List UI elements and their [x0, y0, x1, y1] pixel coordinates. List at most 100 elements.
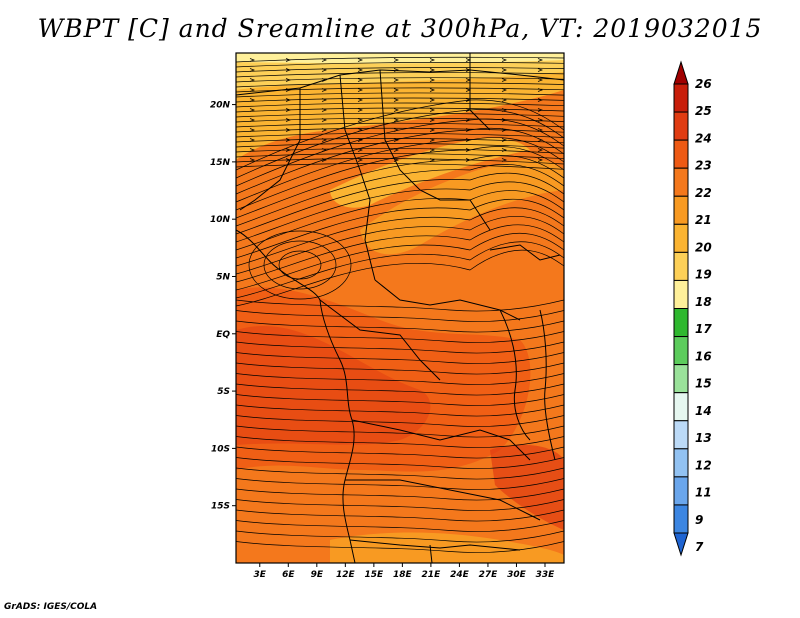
- streamline-north: [236, 97, 564, 103]
- streamline-arrow: [249, 58, 255, 62]
- streamline-mid: [236, 146, 564, 211]
- streamline-arrow: [501, 88, 507, 92]
- lon-tick-label: 24E: [450, 570, 470, 580]
- colorbar-label: 26: [695, 77, 712, 91]
- streamline-arrow: [321, 118, 327, 122]
- streamline-north: [236, 56, 564, 63]
- lon-tick-label: 33E: [536, 570, 556, 580]
- streamline-arrow: [249, 118, 255, 122]
- colorbar-segment: [673, 308, 689, 338]
- lon-tick-label: 21E: [422, 570, 442, 580]
- streamline-arrow: [429, 118, 435, 122]
- streamline-arrow: [537, 158, 543, 162]
- streamline-vortex: [248, 230, 352, 300]
- colorbar-label: 14: [695, 404, 712, 418]
- streamline-arrow: [357, 78, 363, 82]
- lon-tick-label: 27E: [479, 570, 499, 580]
- streamline-arrow: [357, 158, 363, 162]
- streamline-arrow: [465, 148, 471, 152]
- country-borders: [236, 53, 564, 563]
- streamline-south: [236, 394, 564, 406]
- lat-tick-label: 5N: [216, 272, 230, 282]
- streamline-arrow: [537, 138, 543, 142]
- streamline-arrow: [501, 68, 507, 72]
- streamline-arrow: [429, 148, 435, 152]
- streamline-north: [236, 137, 564, 144]
- streamline-arrow: [429, 108, 435, 112]
- colorbar-segment: [673, 420, 689, 450]
- colorbar-segment: [673, 195, 689, 225]
- streamline-arrow: [465, 138, 471, 142]
- colorbar-segment: [673, 448, 689, 478]
- streamline-south: [236, 352, 564, 364]
- colorbar-segment: [673, 504, 689, 534]
- lat-tick-label: 5S: [217, 387, 230, 397]
- streamline-north: [236, 117, 564, 123]
- colorbar-label: 17: [695, 322, 712, 336]
- shade-equatorial-dark: [236, 325, 431, 445]
- streamline-north: [236, 153, 564, 160]
- colorbar-segment: [673, 279, 689, 309]
- streamline-mid: [236, 215, 564, 275]
- colorbar-segment: [673, 476, 689, 506]
- latitude-axis: 20N 15N 10N 5N EQ 5S 10S 15S: [210, 101, 236, 512]
- map-frame: [235, 52, 565, 564]
- shade-southeast: [490, 444, 564, 530]
- streamline-north: [236, 158, 564, 165]
- streamline-arrow: [357, 148, 363, 152]
- streamline-arrow: [501, 108, 507, 112]
- colorbar-segment: [673, 139, 689, 169]
- streamline-arrow: [429, 158, 435, 162]
- lat-tick-label: EQ: [216, 330, 230, 340]
- streamline-arrow: [537, 78, 543, 82]
- streamline-arrow: [537, 88, 543, 92]
- streamline-arrow: [285, 128, 291, 132]
- colorbar-segment: [673, 392, 689, 422]
- streamline-arrow: [393, 128, 399, 132]
- streamline-south: [236, 383, 564, 396]
- streamline-arrow: [285, 98, 291, 102]
- streamline-arrow: [285, 58, 291, 62]
- streamline-south: [236, 530, 564, 543]
- streamline-arrow: [393, 98, 399, 102]
- colorbar-label: 15: [695, 377, 712, 391]
- lat-tick-label: 15S: [211, 502, 230, 512]
- shade-diag-tongue: [360, 159, 564, 255]
- colorbar-label: 25: [695, 104, 712, 118]
- streamline-arrow: [429, 88, 435, 92]
- streamline-north: [236, 61, 564, 68]
- colorbar-segment: [673, 83, 689, 113]
- streamline-south: [236, 520, 564, 532]
- streamline-mid: [236, 198, 564, 259]
- lat-tick-label: 10N: [210, 215, 231, 225]
- streamline-arrow: [321, 98, 327, 102]
- streamline-arrow: [501, 118, 507, 122]
- streamline-arrow: [537, 98, 543, 102]
- streamline-north: [236, 127, 564, 133]
- colorbar-label: 19: [695, 268, 712, 282]
- streamline-arrow: [537, 118, 543, 122]
- lon-tick-label: 9E: [311, 570, 324, 580]
- streamline-south: [236, 404, 564, 417]
- colorbar-segment: [673, 336, 689, 366]
- lon-tick-label: 18E: [393, 570, 413, 580]
- streamline-arrow: [321, 58, 327, 62]
- grads-credit: GrADS: IGES/COLA: [4, 602, 98, 612]
- colorbar-segment: [673, 223, 689, 253]
- streamline-north: [236, 67, 564, 73]
- colorbar-label: 18: [695, 295, 712, 309]
- streamline-arrow: [393, 108, 399, 112]
- streamline-arrow: [465, 128, 471, 132]
- streamline-arrow: [393, 58, 399, 62]
- streamline-arrow: [249, 68, 255, 72]
- streamline-arrow: [393, 148, 399, 152]
- streamline-north: [236, 92, 564, 98]
- colorbar-label: 7: [695, 540, 704, 554]
- colorbar-label: 22: [695, 186, 712, 200]
- streamline-north: [236, 77, 564, 83]
- streamline-arrow: [393, 138, 399, 142]
- streamline-mid: [236, 241, 564, 299]
- colorbar-label: 9: [695, 513, 703, 527]
- colorbar-label: 11: [695, 486, 712, 500]
